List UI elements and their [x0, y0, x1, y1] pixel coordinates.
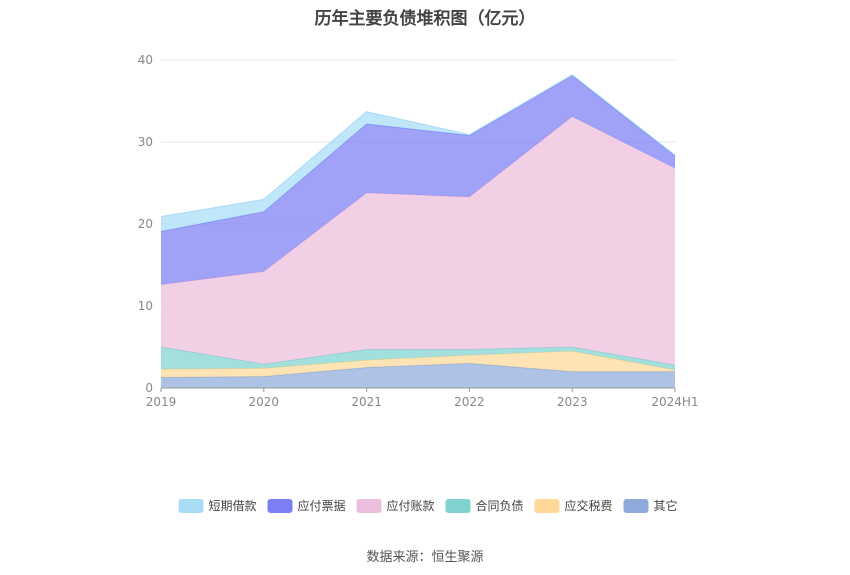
y-tick-label: 30	[138, 135, 153, 149]
area-line-短期借款	[160, 74, 676, 218]
y-tick-label: 0	[145, 381, 153, 395]
legend-label-应付票据: 应付票据	[298, 498, 346, 513]
x-tick-label: 2021	[351, 395, 382, 409]
x-tick-label: 2024H1	[651, 395, 698, 409]
legend-swatch-应交税费	[534, 499, 560, 513]
chart-title: 历年主要负债堆积图（亿元）	[314, 9, 536, 29]
legend-label-短期借款: 短期借款	[209, 499, 257, 513]
y-tick-label: 20	[138, 217, 153, 231]
legend-label-合同负债: 合同负债	[476, 498, 524, 513]
legend-label-应交税费: 应交税费	[565, 498, 613, 513]
legend-label-应付账款: 应付账款	[387, 498, 435, 513]
area-短期借款	[161, 74, 675, 232]
legend-swatch-其它	[623, 499, 649, 513]
area-应交税费	[161, 351, 675, 378]
legend-swatch-应付票据	[267, 499, 293, 513]
area-应付票据	[161, 75, 675, 285]
y-tick-label: 10	[138, 299, 153, 313]
data-source-note: 数据来源：恒生聚源	[366, 550, 484, 565]
area-应付账款	[161, 116, 675, 366]
area-合同负债	[161, 347, 675, 370]
y-tick-label: 40	[138, 53, 153, 67]
legend-label-其它: 其它	[654, 498, 678, 513]
legend-swatch-合同负债	[445, 499, 471, 513]
x-tick-label: 2019	[146, 395, 177, 409]
x-tick-label: 2023	[557, 395, 588, 409]
area-其它	[161, 363, 675, 388]
x-tick-label: 2020	[249, 395, 280, 409]
x-tick-label: 2022	[454, 395, 485, 409]
legend-swatch-应付账款	[356, 499, 382, 513]
legend-swatch-短期借款	[178, 499, 204, 513]
